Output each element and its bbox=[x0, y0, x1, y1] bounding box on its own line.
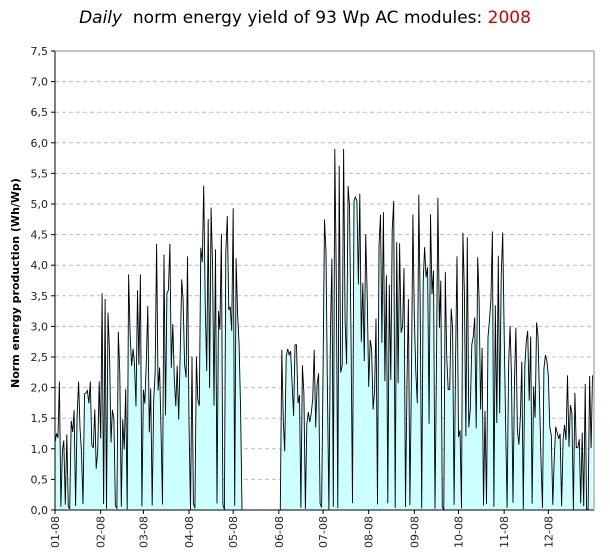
title-italic: Daily bbox=[79, 8, 123, 28]
y-tick-label: 4,0 bbox=[31, 259, 49, 272]
energy-line bbox=[54, 148, 593, 512]
plot-area bbox=[54, 148, 593, 512]
y-tick-label: 7,5 bbox=[31, 45, 49, 58]
x-tick-label: 11-08 bbox=[498, 516, 511, 548]
x-tick-label: 12-08 bbox=[542, 516, 555, 548]
y-tick-label: 0,0 bbox=[31, 504, 49, 517]
x-tick-label: 02-08 bbox=[95, 516, 108, 548]
y-tick-label: 0,5 bbox=[31, 473, 49, 486]
y-tick-label: 3,0 bbox=[31, 320, 49, 333]
y-axis-label: Norm energy production (Wh/Wp) bbox=[9, 178, 22, 388]
title-main: norm energy yield of 93 Wp AC modules: bbox=[132, 8, 483, 28]
x-tick-label: 08-08 bbox=[363, 516, 376, 548]
y-tick-label: 7,0 bbox=[31, 76, 49, 89]
axes bbox=[54, 50, 595, 514]
x-tick-label: 10-08 bbox=[453, 516, 466, 548]
x-tick-labels: 01-08 02-08 03-08 04-08 05-08 06-08 07-08 08-08… bbox=[49, 516, 555, 548]
x-tick-label: 01-08 bbox=[49, 516, 62, 548]
x-tick-label: 07-08 bbox=[317, 516, 330, 548]
y-tick-label: 4,5 bbox=[31, 229, 49, 242]
title-year: 2008 bbox=[487, 8, 531, 28]
x-tick-label: 09-08 bbox=[408, 516, 421, 548]
chart-title: Daily norm energy yield of 93 Wp AC modu… bbox=[0, 8, 610, 28]
y-tick-label: 5,0 bbox=[31, 198, 49, 211]
x-tick-label: 03-08 bbox=[137, 516, 150, 548]
y-tick-label: 3,5 bbox=[31, 290, 49, 303]
y-tick-label: 5,5 bbox=[31, 167, 49, 180]
x-tick-label: 05-08 bbox=[227, 516, 240, 548]
y-tick-label: 2,0 bbox=[31, 382, 49, 395]
y-tick-label: 1,5 bbox=[31, 412, 49, 425]
y-tick-label: 2,5 bbox=[31, 351, 49, 364]
x-tick-label: 04-08 bbox=[183, 516, 196, 548]
x-tick-label: 06-08 bbox=[273, 516, 286, 548]
y-tick-label: 6,5 bbox=[31, 106, 49, 119]
y-tick-label: 1,0 bbox=[31, 443, 49, 456]
y-tick-labels: 0,0 0,5 1,0 1,5 2,0 2,5 3,0 3,5 4,0 4,5 5,0 5,5 6,0 6… bbox=[31, 45, 49, 517]
y-tick-label: 6,0 bbox=[31, 137, 49, 150]
